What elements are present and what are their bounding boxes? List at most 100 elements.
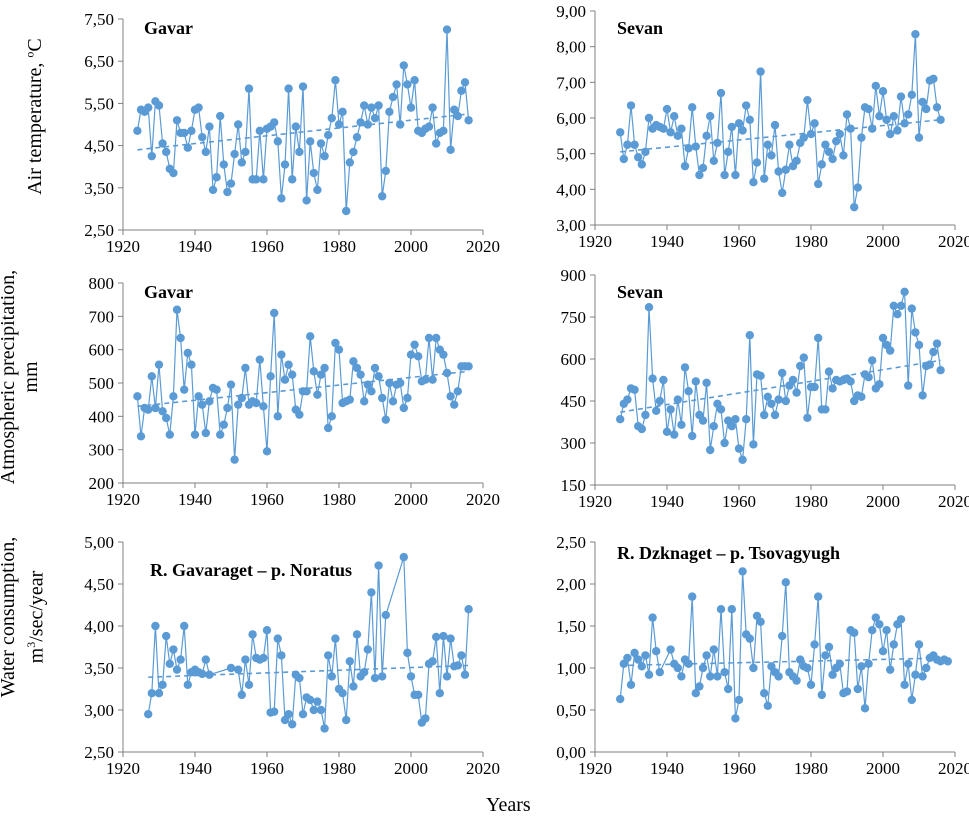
data-point: [932, 103, 942, 112]
data-point: [810, 119, 819, 128]
data-point: [331, 634, 340, 643]
data-point: [716, 88, 726, 98]
x-tick-label: 1920: [106, 490, 140, 509]
data-point: [644, 303, 654, 312]
data-point: [460, 670, 470, 679]
data-point: [162, 413, 171, 423]
data-point: [655, 396, 664, 406]
data-point: [864, 373, 873, 382]
data-point: [623, 395, 632, 404]
data-point: [403, 80, 412, 89]
data-point: [695, 170, 704, 180]
data-point: [424, 122, 434, 131]
data-point: [752, 158, 762, 167]
data-point: [252, 398, 261, 408]
data-point: [360, 668, 369, 677]
data-point: [868, 356, 877, 365]
data-point: [767, 399, 776, 408]
data-point: [724, 147, 733, 157]
data-point: [295, 410, 304, 419]
data-point: [756, 617, 765, 626]
data-point: [839, 151, 848, 160]
data-point: [363, 645, 372, 654]
x-tick-label: 1940: [178, 759, 212, 778]
data-point: [756, 371, 765, 380]
data-point: [666, 645, 675, 654]
trendline: [620, 359, 941, 413]
data-point: [619, 154, 628, 164]
data-point: [421, 375, 430, 384]
data-point: [428, 375, 437, 384]
y-tick-label: 4,00: [556, 180, 586, 199]
data-point: [352, 363, 362, 373]
data-point: [349, 357, 358, 366]
data-point: [201, 655, 210, 664]
data-point: [781, 396, 790, 406]
data-point: [727, 605, 736, 614]
data-point: [763, 140, 772, 149]
data-point: [706, 672, 715, 681]
data-point: [345, 657, 354, 666]
data-point: [821, 405, 830, 414]
data-point: [327, 672, 336, 681]
data-point: [151, 403, 160, 413]
data-point: [641, 410, 650, 420]
data-point: [655, 668, 664, 677]
data-point: [252, 175, 261, 184]
data-point: [767, 151, 776, 160]
data-point: [295, 673, 304, 683]
y-tick-label: 8,00: [556, 38, 586, 57]
data-point: [219, 160, 228, 169]
y-tick-label: 2,00: [556, 575, 586, 594]
y-tick-label: 600: [89, 341, 115, 360]
data-point: [270, 707, 279, 716]
data-point: [385, 378, 394, 388]
data-point: [428, 103, 437, 112]
data-point: [453, 387, 462, 396]
data-point: [799, 133, 808, 142]
data-point: [324, 423, 333, 433]
data-point: [298, 82, 308, 91]
data-point: [842, 110, 852, 119]
data-point: [388, 92, 398, 102]
y-tick-label: 5,00: [84, 533, 114, 552]
data-point: [774, 167, 783, 176]
data-point: [882, 626, 891, 635]
data-point: [918, 672, 927, 681]
data-point: [212, 173, 221, 182]
data-point: [363, 380, 372, 389]
data-point: [731, 714, 740, 723]
x-tick-label: 1940: [650, 232, 684, 251]
data-point: [432, 632, 441, 642]
x-tick-label: 2020: [938, 492, 969, 511]
data-point: [738, 567, 747, 576]
data-point: [824, 642, 834, 652]
data-point: [698, 163, 708, 173]
data-point: [190, 430, 200, 439]
data-point: [453, 111, 462, 121]
data-point: [803, 663, 812, 673]
data-point: [799, 353, 808, 362]
data-point: [151, 621, 160, 631]
data-point: [652, 647, 661, 656]
data-point: [630, 140, 639, 149]
data-point: [327, 412, 336, 421]
data-point: [716, 605, 726, 614]
panel-title: R. Dzknaget – p. Tsovagyugh: [617, 543, 840, 563]
x-axis-label-years: Years: [486, 794, 531, 816]
data-point: [334, 345, 344, 354]
data-point: [399, 61, 408, 70]
panel-title: Gavar: [144, 282, 193, 302]
data-point: [313, 697, 322, 706]
x-tick-label: 1920: [578, 232, 612, 251]
data-point: [396, 120, 405, 129]
data-point: [810, 382, 819, 392]
data-point: [936, 115, 945, 124]
data-point: [623, 140, 632, 149]
data-point: [770, 410, 780, 420]
data-point: [900, 680, 909, 689]
data-point: [370, 113, 380, 123]
data-point: [262, 626, 272, 635]
data-point: [878, 87, 888, 96]
data-point: [774, 672, 783, 681]
